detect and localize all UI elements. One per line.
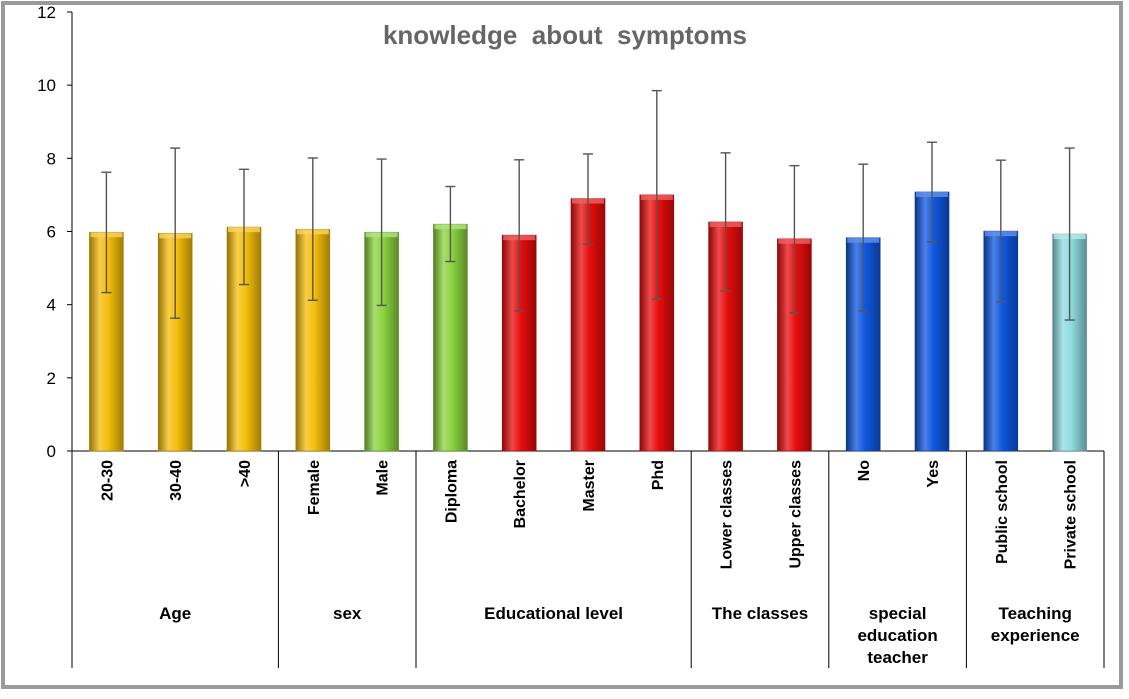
chart-title: knowledge about symptoms: [383, 20, 747, 50]
group-label: experience: [991, 626, 1080, 645]
group-label: teacher: [867, 648, 928, 667]
category-label: Yes: [925, 460, 942, 488]
y-tick-label: 2: [47, 369, 56, 388]
group-label: Teaching: [999, 604, 1072, 623]
group-label: Age: [159, 604, 191, 623]
category-label: Lower classes: [719, 460, 736, 570]
category-label: Male: [375, 460, 392, 496]
category-label: Diploma: [443, 460, 460, 523]
y-tick-label: 0: [47, 442, 56, 461]
group-label: The classes: [712, 604, 808, 623]
category-label: Female: [306, 460, 323, 515]
y-tick-label: 4: [47, 296, 56, 315]
category-label: Private school: [1063, 460, 1080, 569]
y-tick-label: 12: [37, 3, 56, 22]
category-label: Public school: [994, 460, 1011, 564]
category-label: >40: [237, 460, 254, 487]
category-label: Phd: [650, 460, 667, 490]
category-label: 30-40: [168, 460, 185, 501]
category-label: Upper classes: [787, 460, 804, 569]
category-label: 20-30: [99, 460, 116, 501]
group-label: sex: [333, 604, 362, 623]
group-label: special: [869, 604, 927, 623]
category-label: Master: [581, 460, 598, 512]
y-tick-label: 8: [47, 149, 56, 168]
group-label: education: [857, 626, 937, 645]
bar: [157, 233, 193, 452]
group-label: Educational level: [484, 604, 623, 623]
y-tick-label: 6: [47, 223, 56, 242]
category-label: No: [856, 460, 873, 482]
y-tick-label: 10: [37, 76, 56, 95]
category-label: Bachelor: [512, 460, 529, 528]
